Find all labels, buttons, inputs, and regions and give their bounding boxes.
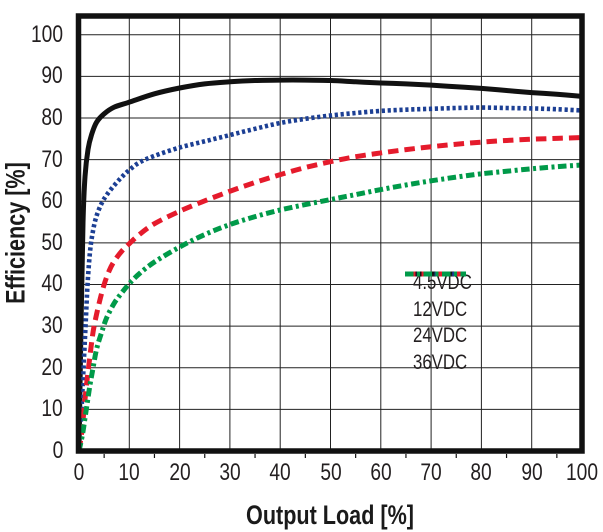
legend: 4.5VDC 12VDC 24VDC 36VDC <box>404 269 487 376</box>
x-tick-label: 40 <box>269 459 291 486</box>
y-tick-label: 30 <box>41 312 63 340</box>
curve-4.5vdc <box>76 77 583 452</box>
y-tick-label: 100 <box>30 20 63 48</box>
legend-item-24vdc: 24VDC <box>404 271 487 350</box>
y-tick-label: 90 <box>41 62 63 90</box>
y-tick-label: 20 <box>41 353 63 381</box>
y-tick-label: 60 <box>41 187 63 215</box>
x-tick-label: 70 <box>420 459 442 486</box>
x-tick-label: 50 <box>319 459 342 486</box>
curve-12vdc <box>76 105 583 452</box>
y-tick-label: 70 <box>41 145 63 173</box>
data-curves <box>76 77 583 452</box>
legend-label: 36VDC <box>413 351 468 375</box>
legend-item-36vdc: 36VDC <box>404 271 487 376</box>
curve-24vdc <box>76 135 583 452</box>
y-tick-label: 40 <box>41 270 63 298</box>
x-tick-label: 80 <box>470 459 493 486</box>
legend-label: 12VDC <box>413 297 468 321</box>
gridlines <box>79 16 582 451</box>
x-tick-label: 20 <box>168 459 191 486</box>
plot-border <box>75 13 585 454</box>
x-tick-label: 90 <box>521 459 543 486</box>
minor-ticks <box>103 454 558 458</box>
y-tick-label: 80 <box>41 103 63 131</box>
legend-item-12vdc: 12VDC <box>404 271 487 323</box>
x-tick-label: 30 <box>219 459 241 486</box>
x-tick-label: 0 <box>73 459 85 486</box>
x-tick-label: 60 <box>370 459 392 486</box>
legend-swatch-line <box>405 271 466 277</box>
y-tick-label: 0 <box>52 437 63 464</box>
y-axis-title: Efficiency [%] <box>0 162 31 304</box>
y-tick-label: 50 <box>41 228 63 256</box>
legend-label: 4.5VDC <box>413 270 472 294</box>
x-axis-title: Output Load [%] <box>246 500 414 530</box>
legend-label: 24VDC <box>413 324 468 348</box>
x-tick-label: 10 <box>118 459 140 486</box>
x-tick-label: 100 <box>565 459 599 486</box>
y-tick-label: 10 <box>41 395 63 423</box>
